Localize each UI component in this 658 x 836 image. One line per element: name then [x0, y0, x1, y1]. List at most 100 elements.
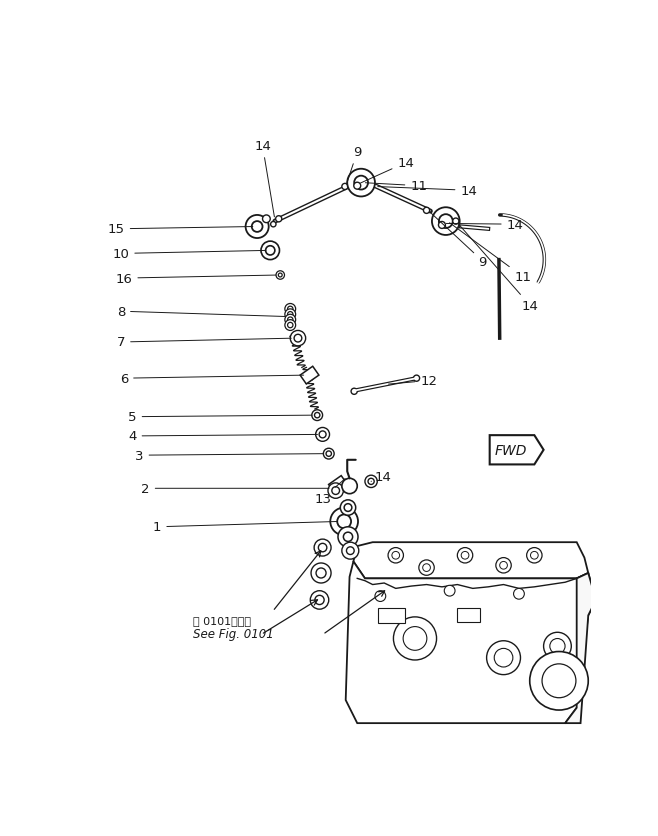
Circle shape: [444, 585, 455, 596]
Circle shape: [487, 641, 520, 675]
Circle shape: [413, 375, 420, 382]
Circle shape: [365, 476, 377, 488]
Circle shape: [288, 312, 293, 318]
Circle shape: [318, 543, 327, 552]
Text: 14: 14: [371, 471, 391, 484]
Text: 1: 1: [153, 521, 338, 533]
Circle shape: [276, 217, 282, 222]
Circle shape: [332, 487, 340, 495]
Circle shape: [278, 273, 282, 278]
Text: 11: 11: [449, 223, 531, 283]
Circle shape: [347, 170, 375, 197]
Polygon shape: [353, 543, 588, 579]
Circle shape: [530, 652, 588, 711]
Circle shape: [315, 413, 320, 418]
Polygon shape: [490, 436, 544, 465]
Text: 5: 5: [128, 410, 312, 424]
Circle shape: [550, 639, 565, 654]
Polygon shape: [457, 609, 480, 623]
Circle shape: [422, 564, 430, 572]
Circle shape: [354, 176, 368, 191]
Circle shape: [285, 304, 295, 315]
Circle shape: [403, 627, 427, 650]
Text: See Fig. 0101: See Fig. 0101: [193, 628, 274, 640]
Circle shape: [343, 533, 353, 542]
Circle shape: [316, 428, 330, 441]
Circle shape: [496, 558, 511, 573]
Circle shape: [499, 562, 507, 569]
Circle shape: [438, 222, 445, 229]
Circle shape: [461, 552, 469, 559]
Circle shape: [526, 548, 542, 563]
Circle shape: [261, 242, 280, 260]
Circle shape: [388, 548, 403, 563]
Text: 7: 7: [116, 336, 291, 349]
Circle shape: [338, 528, 358, 547]
Circle shape: [342, 543, 359, 559]
Text: 9: 9: [347, 146, 361, 185]
Circle shape: [323, 449, 334, 460]
Circle shape: [270, 222, 276, 227]
Text: 14: 14: [446, 218, 524, 232]
Text: 15: 15: [108, 223, 253, 236]
Text: 14: 14: [361, 157, 414, 184]
Circle shape: [252, 222, 263, 232]
Circle shape: [285, 315, 295, 326]
Circle shape: [419, 560, 434, 576]
Text: 6: 6: [120, 372, 303, 385]
Circle shape: [439, 215, 453, 229]
Circle shape: [375, 591, 386, 602]
Polygon shape: [328, 476, 347, 494]
Circle shape: [513, 589, 524, 599]
Circle shape: [288, 318, 293, 323]
Text: 2: 2: [141, 482, 329, 495]
Circle shape: [285, 309, 295, 320]
Circle shape: [288, 323, 293, 329]
Circle shape: [432, 208, 460, 236]
Circle shape: [424, 208, 430, 214]
Text: 14: 14: [378, 185, 477, 197]
Circle shape: [347, 547, 354, 555]
Circle shape: [314, 539, 331, 557]
Circle shape: [315, 595, 324, 604]
Circle shape: [393, 617, 436, 660]
Circle shape: [351, 389, 357, 395]
Circle shape: [263, 216, 270, 223]
Circle shape: [312, 410, 322, 421]
Circle shape: [330, 508, 358, 536]
Circle shape: [319, 431, 326, 438]
Circle shape: [544, 633, 571, 660]
Circle shape: [266, 247, 275, 256]
Text: 9: 9: [430, 213, 487, 268]
Circle shape: [311, 591, 329, 609]
Circle shape: [311, 563, 331, 584]
Text: 第 0101図参照: 第 0101図参照: [193, 615, 251, 625]
Circle shape: [294, 335, 302, 343]
Text: 14: 14: [459, 225, 539, 313]
Circle shape: [453, 219, 459, 225]
Circle shape: [326, 451, 332, 456]
Circle shape: [542, 664, 576, 698]
Polygon shape: [345, 562, 596, 723]
Polygon shape: [300, 367, 319, 385]
Text: FWD: FWD: [494, 443, 526, 457]
Text: 4: 4: [128, 430, 318, 443]
Circle shape: [457, 548, 472, 563]
Circle shape: [340, 500, 356, 516]
Circle shape: [354, 183, 361, 190]
Circle shape: [316, 568, 326, 579]
Text: 16: 16: [116, 273, 276, 285]
Circle shape: [368, 479, 374, 485]
Circle shape: [338, 515, 351, 528]
Circle shape: [288, 307, 293, 312]
Text: 3: 3: [135, 449, 324, 462]
Circle shape: [392, 552, 399, 559]
Circle shape: [342, 479, 357, 494]
Circle shape: [344, 504, 352, 512]
Text: 8: 8: [116, 305, 285, 319]
Polygon shape: [378, 608, 405, 624]
Text: 12: 12: [388, 375, 438, 388]
Text: 14: 14: [254, 140, 274, 217]
Circle shape: [276, 272, 284, 280]
Circle shape: [342, 184, 348, 191]
